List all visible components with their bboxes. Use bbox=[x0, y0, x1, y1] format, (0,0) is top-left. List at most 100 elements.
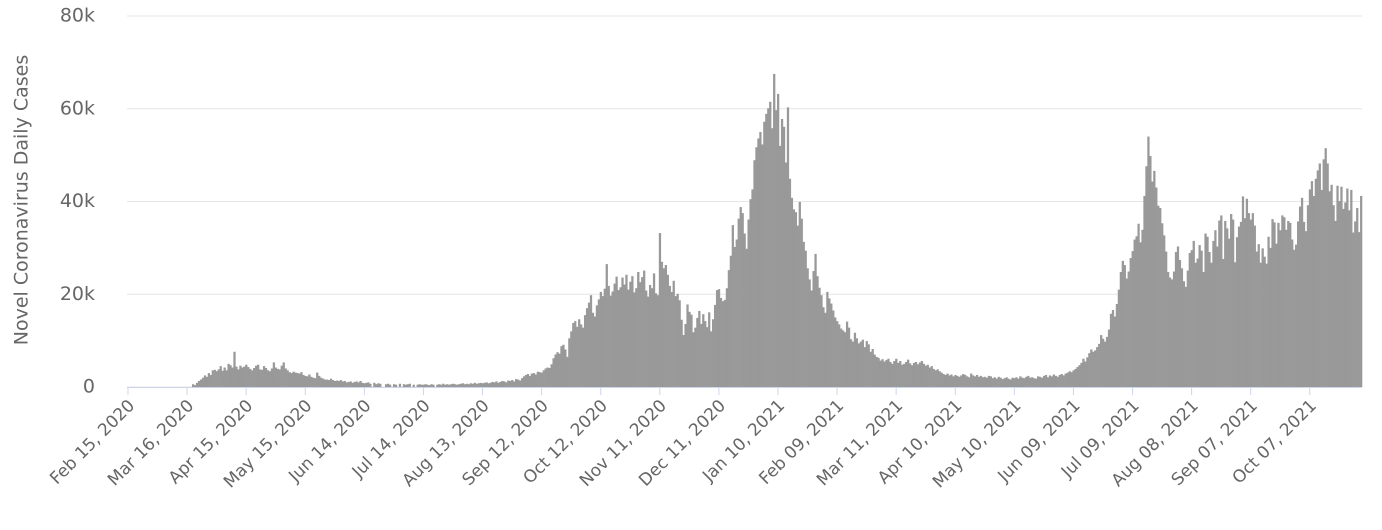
bar bbox=[1226, 228, 1229, 387]
bar bbox=[304, 375, 307, 387]
bar bbox=[1021, 377, 1024, 387]
bar bbox=[1109, 313, 1113, 387]
bar bbox=[1145, 166, 1148, 387]
bar bbox=[816, 276, 819, 387]
bar bbox=[609, 295, 612, 387]
bar bbox=[219, 366, 222, 387]
bar bbox=[1306, 205, 1310, 387]
bar bbox=[329, 378, 333, 387]
bar bbox=[1300, 197, 1304, 387]
bar bbox=[568, 338, 571, 387]
bar bbox=[239, 365, 242, 387]
bar bbox=[442, 383, 445, 387]
bar bbox=[507, 380, 510, 387]
bar bbox=[522, 376, 526, 387]
bar bbox=[1076, 367, 1079, 387]
bar bbox=[1220, 215, 1223, 387]
bar bbox=[944, 374, 947, 387]
bar bbox=[1336, 185, 1339, 387]
bar bbox=[637, 271, 640, 387]
bar bbox=[865, 341, 868, 387]
bar bbox=[233, 351, 236, 387]
bar bbox=[993, 377, 996, 387]
bar bbox=[536, 371, 539, 387]
bar bbox=[629, 281, 632, 387]
bar bbox=[938, 371, 941, 387]
bar bbox=[1094, 350, 1097, 387]
bar bbox=[1046, 377, 1050, 387]
bar bbox=[849, 339, 853, 387]
bar bbox=[450, 384, 453, 387]
bar bbox=[316, 372, 319, 387]
bar bbox=[515, 379, 518, 387]
bar bbox=[950, 374, 953, 387]
bar bbox=[495, 381, 498, 387]
bar bbox=[863, 347, 866, 387]
bar bbox=[520, 378, 524, 387]
bar bbox=[416, 384, 419, 387]
bar bbox=[388, 384, 392, 387]
bar bbox=[1192, 240, 1195, 387]
bar bbox=[800, 218, 803, 387]
bar bbox=[983, 376, 987, 387]
bar bbox=[1147, 136, 1150, 387]
bar bbox=[745, 248, 748, 387]
bar bbox=[751, 189, 754, 387]
bar bbox=[394, 384, 398, 387]
bar bbox=[1133, 239, 1136, 387]
bar bbox=[1358, 232, 1361, 387]
bar bbox=[1125, 278, 1128, 387]
bar bbox=[903, 363, 906, 387]
bar bbox=[855, 338, 859, 387]
bar bbox=[802, 241, 805, 387]
bar bbox=[794, 212, 797, 387]
bar bbox=[570, 331, 573, 387]
bar bbox=[192, 384, 195, 387]
bar bbox=[564, 349, 567, 387]
bar bbox=[873, 354, 876, 387]
bar bbox=[786, 107, 790, 387]
bar bbox=[583, 315, 587, 387]
bar bbox=[1137, 223, 1140, 387]
bar bbox=[645, 290, 648, 387]
bar bbox=[446, 384, 449, 387]
bar bbox=[834, 317, 837, 387]
bar bbox=[574, 321, 577, 387]
bar bbox=[908, 363, 912, 387]
bar bbox=[696, 317, 699, 387]
bar bbox=[597, 299, 601, 387]
bar bbox=[1304, 231, 1308, 387]
bar bbox=[1222, 259, 1225, 387]
bar bbox=[1149, 156, 1152, 387]
bar bbox=[1259, 262, 1262, 387]
bar bbox=[838, 324, 841, 387]
bar bbox=[1107, 329, 1111, 387]
bar bbox=[1157, 205, 1160, 387]
bar bbox=[1143, 195, 1146, 387]
bar bbox=[780, 118, 784, 387]
bar bbox=[1178, 259, 1182, 387]
bar bbox=[1186, 270, 1189, 387]
bar bbox=[631, 276, 634, 387]
bar bbox=[739, 207, 742, 387]
bar bbox=[717, 289, 721, 387]
bar bbox=[761, 144, 764, 387]
bar bbox=[241, 367, 244, 387]
bar bbox=[1155, 187, 1158, 387]
bar bbox=[243, 366, 246, 387]
bar bbox=[814, 253, 817, 387]
bar bbox=[842, 330, 845, 387]
bar bbox=[477, 383, 480, 387]
bar bbox=[688, 311, 691, 387]
bar bbox=[465, 383, 469, 387]
bar bbox=[773, 73, 776, 387]
bar bbox=[1297, 221, 1300, 387]
bar bbox=[741, 213, 744, 387]
bar bbox=[666, 274, 669, 387]
bar bbox=[1068, 371, 1071, 387]
bar bbox=[997, 376, 1000, 387]
bar bbox=[1019, 376, 1022, 387]
bar bbox=[294, 372, 297, 387]
bar bbox=[893, 361, 896, 387]
bar bbox=[733, 246, 736, 387]
